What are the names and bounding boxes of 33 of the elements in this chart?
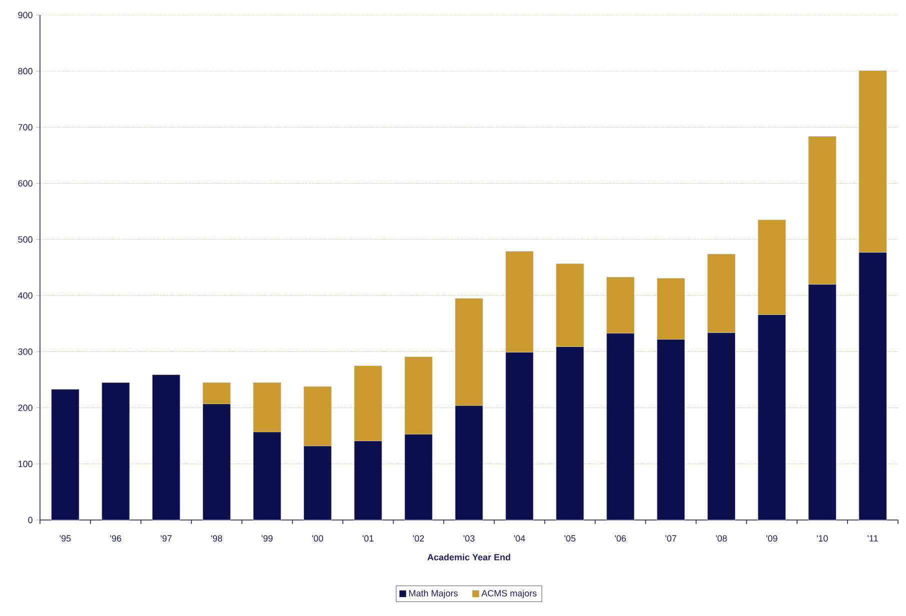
bar: [152, 374, 180, 520]
y-tick-label: 300: [18, 348, 32, 355]
x-tick-label: '11: [868, 535, 878, 542]
legend-label: Math Majors: [409, 590, 458, 598]
x-tick-label: '01: [362, 535, 374, 542]
y-tick-label: 400: [18, 292, 32, 299]
y-tick-label: 700: [18, 124, 32, 130]
x-tick-label: '97: [160, 535, 172, 542]
y-tick-label: 800: [18, 68, 32, 74]
x-tick-label: '98: [211, 535, 222, 542]
x-tick-label: '96: [110, 535, 122, 542]
y-tick-label: 200: [18, 404, 32, 411]
x-tick-label: '06: [615, 535, 626, 542]
x-tick-label: '05: [564, 535, 576, 542]
y-tick-label: 900: [18, 12, 32, 18]
x-tick-label: '95: [60, 535, 71, 542]
x-tick-label: '00: [312, 535, 324, 542]
x-tick-label: '04: [514, 535, 526, 542]
x-tick-label: '10: [816, 535, 828, 542]
legend-label: ACMS majors: [481, 590, 537, 598]
y-tick-label: 600: [18, 180, 32, 187]
x-tick-label: '99: [262, 535, 273, 542]
x-tick-label: '02: [413, 535, 424, 542]
y-tick-label: 100: [18, 460, 32, 468]
x-axis-title: Academic Year End: [427, 554, 510, 560]
bar: [51, 389, 80, 520]
x-tick-label: '07: [665, 535, 676, 542]
y-tick-label: 500: [18, 236, 32, 243]
x-tick-label: '09: [766, 535, 778, 542]
x-tick-label: '08: [716, 535, 727, 542]
y-tick-label: 0: [28, 516, 32, 524]
x-tick-label: '03: [464, 535, 474, 542]
bar: [102, 382, 130, 520]
